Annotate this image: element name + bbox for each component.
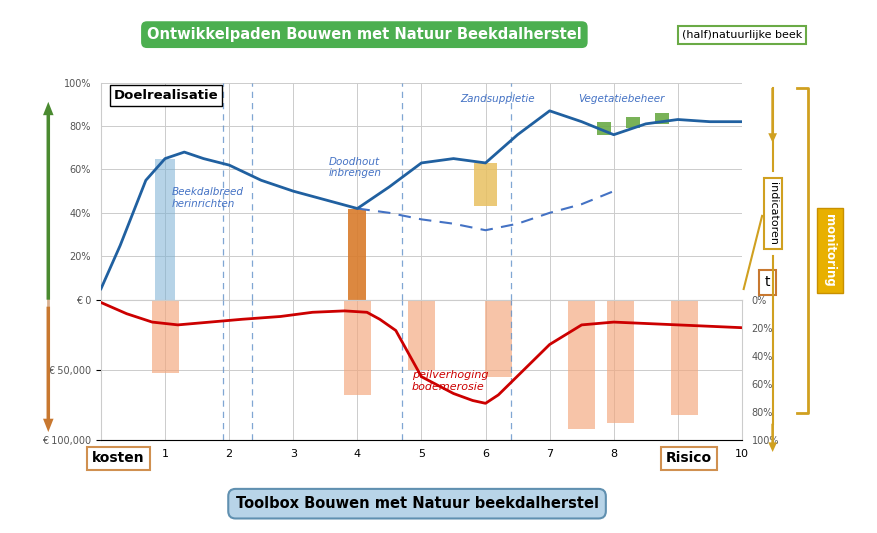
Text: Zandsuppletie: Zandsuppletie: [460, 94, 534, 104]
Bar: [408, 300, 434, 370]
Bar: [654, 113, 668, 124]
Text: kosten: kosten: [92, 451, 145, 465]
Text: Risico: Risico: [666, 451, 711, 465]
Bar: [596, 122, 610, 135]
Text: (half)natuurlijke beek: (half)natuurlijke beek: [681, 30, 801, 39]
Bar: [474, 163, 496, 206]
Bar: [625, 117, 639, 128]
Text: t: t: [764, 276, 769, 289]
Bar: [344, 300, 370, 395]
Bar: [484, 300, 511, 377]
Text: Beekdalbreed
herinrichten: Beekdalbreed herinrichten: [171, 187, 243, 208]
Bar: [152, 300, 178, 373]
Bar: [567, 300, 595, 429]
Bar: [348, 208, 366, 300]
Text: Toolbox Bouwen met Natuur beekdalherstel: Toolbox Bouwen met Natuur beekdalherstel: [235, 496, 598, 511]
Text: Doodhout
inbrengen: Doodhout inbrengen: [328, 157, 381, 178]
Text: peilverhoging
bodemerosie: peilverhoging bodemerosie: [411, 370, 488, 392]
Text: monitoring: monitoring: [823, 214, 835, 287]
Text: Doelrealisatie: Doelrealisatie: [114, 89, 218, 102]
Text: Vegetatiebeheer: Vegetatiebeheer: [578, 94, 664, 104]
Bar: [155, 159, 175, 300]
Bar: [670, 300, 697, 415]
Text: indicatoren: indicatoren: [766, 182, 777, 245]
Bar: [606, 300, 633, 423]
Text: Ontwikkelpaden Bouwen met Natuur Beekdalherstel: Ontwikkelpaden Bouwen met Natuur Beekdal…: [146, 27, 581, 42]
